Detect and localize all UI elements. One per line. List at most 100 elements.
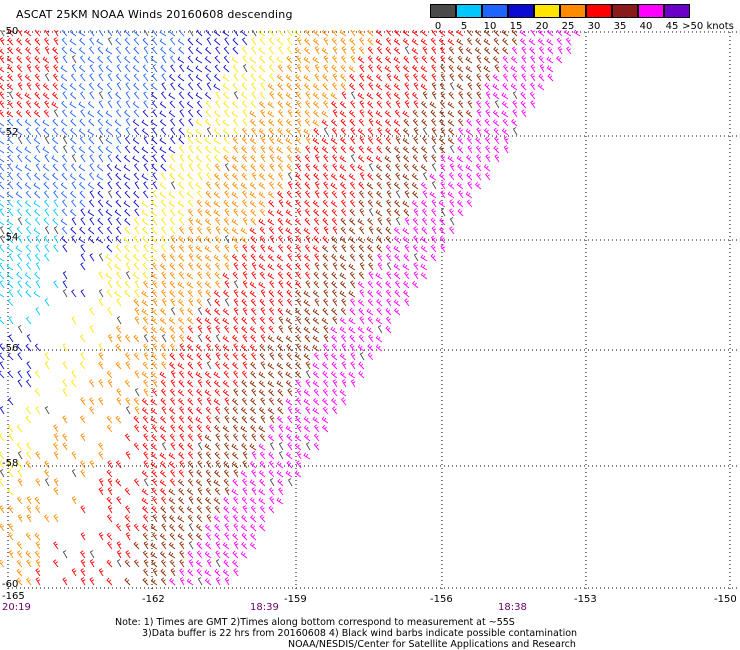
wind-barb — [322, 208, 329, 217]
wind-barb — [269, 496, 275, 505]
wind-barb — [242, 307, 248, 316]
wind-barb — [287, 181, 293, 190]
wind-barb — [492, 56, 500, 64]
wind-barb — [105, 272, 113, 280]
wind-barb — [330, 92, 338, 100]
wind-barb — [0, 244, 5, 253]
wind-barb — [106, 469, 113, 478]
wind-barb — [26, 226, 32, 235]
wind-barb — [331, 235, 338, 244]
wind-barb — [115, 325, 122, 334]
wind-barb — [296, 37, 302, 46]
wind-barb — [530, 64, 536, 73]
wind-barb — [196, 226, 203, 235]
wind-barb — [115, 343, 122, 352]
wind-barb — [107, 190, 113, 199]
wind-barb — [178, 424, 185, 433]
wind-barb — [475, 118, 482, 127]
wind-barb — [366, 92, 374, 100]
wind-barb — [89, 460, 95, 469]
wind-barb — [412, 154, 419, 163]
wind-barb — [366, 30, 374, 37]
wind-barb — [97, 82, 104, 91]
wind-barb — [159, 371, 167, 379]
wind-barb — [35, 505, 41, 514]
wind-barb — [258, 263, 266, 271]
wind-barb — [177, 209, 185, 217]
wind-barb — [368, 208, 374, 217]
legend-label-35: 35 — [613, 21, 627, 32]
wind-barb — [440, 64, 446, 73]
wind-barb — [132, 101, 140, 109]
wind-barb — [114, 290, 122, 298]
wind-barb — [178, 91, 185, 100]
wind-barb — [268, 451, 275, 460]
wind-barb — [195, 218, 203, 226]
wind-barb — [159, 38, 167, 46]
wind-barb — [393, 245, 401, 253]
wind-barb — [160, 163, 167, 172]
wind-barb — [169, 226, 176, 235]
wind-barb — [233, 91, 239, 100]
wind-barb — [133, 199, 140, 208]
wind-barb — [188, 145, 194, 154]
wind-barb — [33, 110, 41, 118]
wind-barb — [413, 100, 419, 109]
wind-barb — [97, 145, 104, 154]
wind-barb — [204, 245, 212, 253]
wind-barb — [78, 173, 86, 181]
wind-barb — [285, 335, 293, 343]
wind-barb — [304, 109, 311, 118]
wind-barb — [26, 505, 32, 514]
wind-barb — [430, 235, 437, 244]
wind-barb — [204, 434, 212, 442]
wind-barb — [285, 209, 293, 217]
wind-barb — [295, 235, 302, 244]
wind-barb — [142, 523, 149, 532]
wind-barb — [249, 182, 257, 190]
wind-barb — [359, 100, 365, 109]
wind-barb — [179, 406, 185, 415]
wind-barb — [124, 37, 131, 46]
wind-barb — [367, 55, 374, 64]
wind-barb — [367, 316, 374, 325]
wind-barb — [169, 289, 176, 298]
wind-barb — [269, 73, 275, 82]
wind-barb — [421, 217, 428, 226]
wind-barb — [98, 91, 104, 100]
wind-barb — [304, 64, 311, 73]
wind-barb — [205, 487, 212, 496]
wind-barb — [214, 388, 221, 397]
wind-barb — [512, 91, 518, 100]
wind-barb — [17, 154, 23, 163]
wind-barb — [16, 262, 23, 271]
wind-barb — [565, 37, 572, 46]
wind-barb — [420, 263, 428, 271]
wind-barb — [53, 433, 59, 442]
wind-barb — [296, 127, 302, 136]
wind-barb — [375, 110, 383, 118]
wind-barb — [231, 110, 239, 118]
wind-barb — [277, 352, 284, 361]
wind-barb — [393, 83, 401, 91]
wind-barb — [62, 136, 68, 145]
wind-barb — [241, 37, 248, 46]
wind-barb — [34, 55, 41, 64]
wind-barb — [142, 64, 149, 73]
wind-barb — [188, 163, 194, 172]
wind-barb — [124, 577, 131, 586]
wind-barb — [213, 479, 221, 487]
wind-barb — [79, 55, 86, 64]
wind-barb — [178, 190, 185, 199]
wind-barb — [223, 154, 230, 163]
wind-barb — [339, 389, 347, 397]
wind-barb — [456, 83, 464, 91]
wind-barb — [0, 30, 5, 37]
wind-barb — [187, 451, 194, 460]
wind-barb — [503, 136, 509, 145]
wind-barb — [150, 398, 158, 406]
wind-barb — [177, 389, 185, 397]
wind-barb — [241, 541, 248, 550]
wind-barb — [241, 514, 248, 523]
wind-barb — [348, 263, 356, 271]
